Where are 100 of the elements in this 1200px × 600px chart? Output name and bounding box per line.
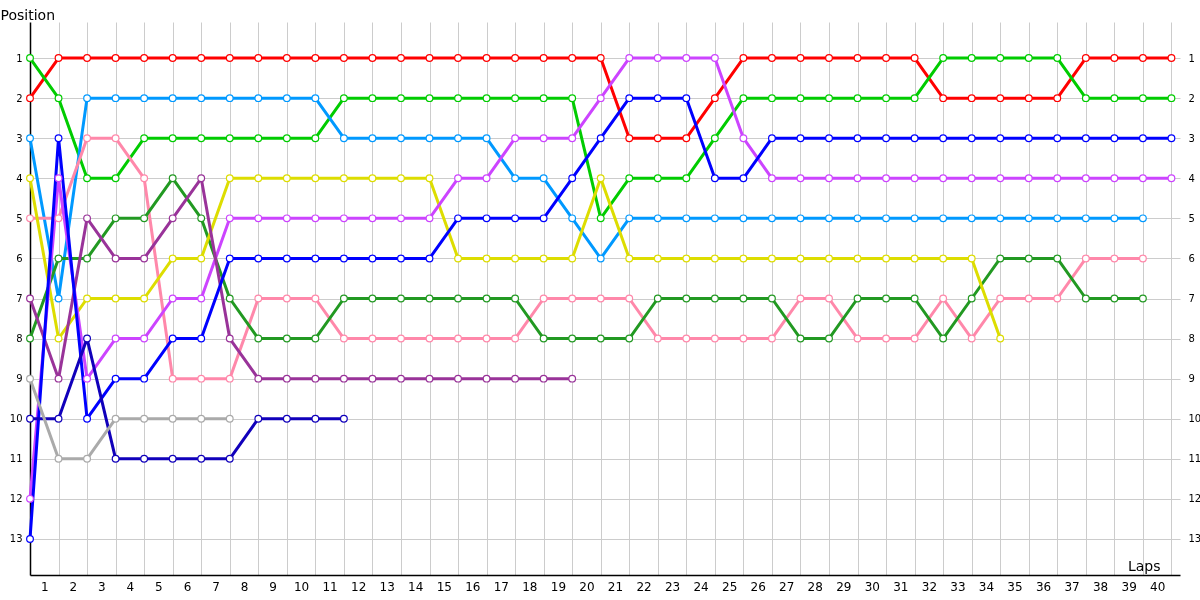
point xyxy=(939,254,948,263)
point xyxy=(882,174,891,183)
point xyxy=(568,374,577,383)
point xyxy=(454,374,462,383)
point xyxy=(796,94,805,103)
point xyxy=(996,134,1005,143)
x-tick-label: 26 xyxy=(750,579,766,594)
x-tick-label: 5 xyxy=(155,579,163,594)
y-tick-label: 5 xyxy=(16,212,23,224)
point xyxy=(197,254,206,263)
point xyxy=(1110,94,1119,103)
point xyxy=(54,334,63,343)
point xyxy=(368,54,377,63)
point xyxy=(882,134,891,143)
point xyxy=(939,294,948,303)
point xyxy=(511,54,520,63)
point xyxy=(767,214,776,223)
point xyxy=(625,54,634,63)
point xyxy=(939,334,948,343)
point xyxy=(882,254,891,263)
point xyxy=(168,334,177,343)
point xyxy=(596,254,605,263)
point xyxy=(111,54,120,63)
y-tick-label: 4 xyxy=(16,172,23,184)
x-tick-label: 39 xyxy=(1121,579,1137,594)
point xyxy=(1081,294,1090,303)
x-tick-label: 21 xyxy=(607,579,624,594)
point xyxy=(853,214,862,223)
point xyxy=(739,294,748,303)
point xyxy=(282,94,291,103)
point xyxy=(996,54,1005,63)
point xyxy=(368,254,377,263)
point xyxy=(1024,134,1033,143)
point xyxy=(54,254,63,263)
x-tick-label: 2 xyxy=(69,579,78,594)
point xyxy=(653,214,662,223)
point xyxy=(197,334,206,343)
x-tick-label: 30 xyxy=(864,579,880,594)
x-tick-label: 37 xyxy=(1064,579,1080,594)
point xyxy=(1167,54,1176,63)
point xyxy=(796,294,805,303)
point xyxy=(539,174,548,183)
point xyxy=(83,214,92,223)
x-tick-label: 3 xyxy=(98,579,106,594)
point xyxy=(825,214,833,223)
point xyxy=(140,94,149,103)
point xyxy=(1138,94,1147,103)
point xyxy=(568,334,577,343)
point xyxy=(1167,174,1176,183)
point xyxy=(967,174,976,183)
point xyxy=(739,334,748,343)
point xyxy=(568,54,577,63)
point xyxy=(767,174,776,183)
point xyxy=(682,94,691,103)
y2-tick-label: 10 xyxy=(1188,413,1200,425)
point xyxy=(511,374,520,383)
point xyxy=(83,254,92,263)
point xyxy=(254,94,263,103)
x-tick-label: 27 xyxy=(779,579,795,594)
x-tick-label: 25 xyxy=(721,579,738,594)
point xyxy=(853,94,862,103)
point xyxy=(225,254,234,263)
x-tick-label: 6 xyxy=(183,579,192,594)
point xyxy=(653,134,662,143)
point xyxy=(710,294,719,303)
point xyxy=(1081,214,1090,223)
x-tick-label: 13 xyxy=(379,579,395,594)
point xyxy=(1081,254,1090,263)
point xyxy=(111,414,120,423)
point xyxy=(225,94,234,103)
point xyxy=(539,334,548,343)
point xyxy=(83,374,92,383)
point xyxy=(767,254,776,263)
point xyxy=(967,294,976,303)
point xyxy=(254,54,263,63)
point xyxy=(111,374,120,383)
point xyxy=(425,294,434,303)
point xyxy=(282,414,291,423)
point xyxy=(682,134,691,143)
point xyxy=(311,54,320,63)
point xyxy=(54,214,63,223)
point xyxy=(454,214,462,223)
point xyxy=(710,174,719,183)
point xyxy=(111,214,120,223)
y2-tick-label: 7 xyxy=(1188,293,1195,304)
point xyxy=(996,174,1005,183)
point xyxy=(482,334,491,343)
point xyxy=(454,54,462,63)
point xyxy=(1110,214,1119,223)
point xyxy=(282,254,291,263)
point xyxy=(225,54,234,63)
point xyxy=(282,134,291,143)
point xyxy=(568,214,577,223)
point xyxy=(225,334,234,343)
point xyxy=(140,214,149,223)
point xyxy=(1110,254,1119,263)
point xyxy=(282,174,291,183)
point xyxy=(853,174,862,183)
point xyxy=(197,454,206,463)
point xyxy=(596,214,605,223)
